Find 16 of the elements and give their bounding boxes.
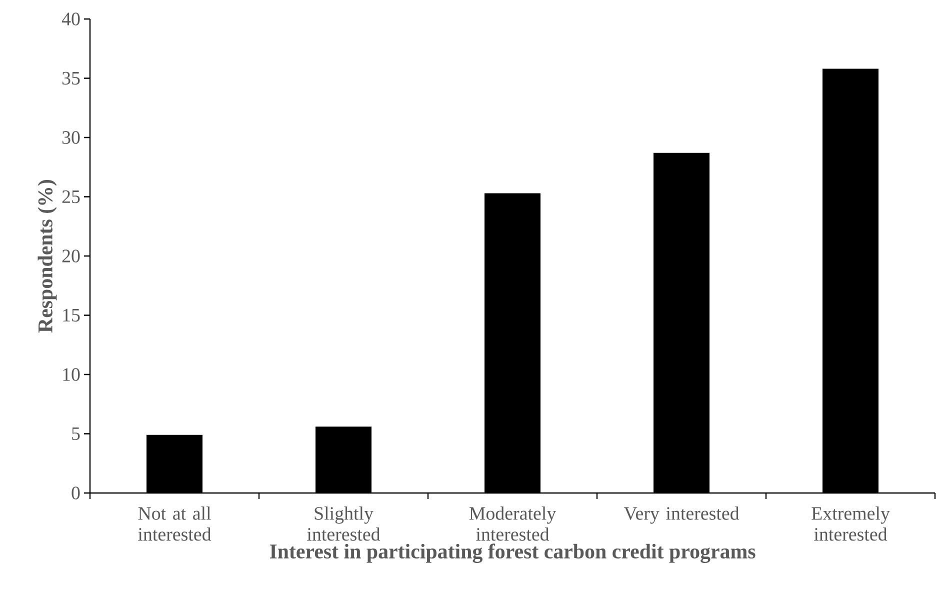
y-tick-label: 10 <box>63 368 80 381</box>
y-tick-label: 30 <box>62 131 80 144</box>
x-tick-label: Extremely interested <box>812 506 890 541</box>
x-tick-label: Slightly interested <box>307 506 380 541</box>
y-tick-label: 20 <box>62 250 80 262</box>
x-tick-label: Moderately interested <box>469 506 556 541</box>
y-tick-label: 25 <box>62 190 80 204</box>
y-tick-label: 35 <box>62 72 80 85</box>
y-axis-title: Respondents (%) <box>38 180 57 333</box>
y-tick-label: 40 <box>62 12 80 26</box>
x-tick-label: Not at all interested <box>138 506 212 541</box>
y-tick-label: 5 <box>72 427 80 440</box>
x-axis-title: Interest in participating forest carbon credit programs <box>270 544 756 563</box>
y-tick-label: 0 <box>72 486 80 500</box>
y-tick-label: 15 <box>63 308 80 322</box>
x-tick-label: Very interested <box>624 506 740 524</box>
